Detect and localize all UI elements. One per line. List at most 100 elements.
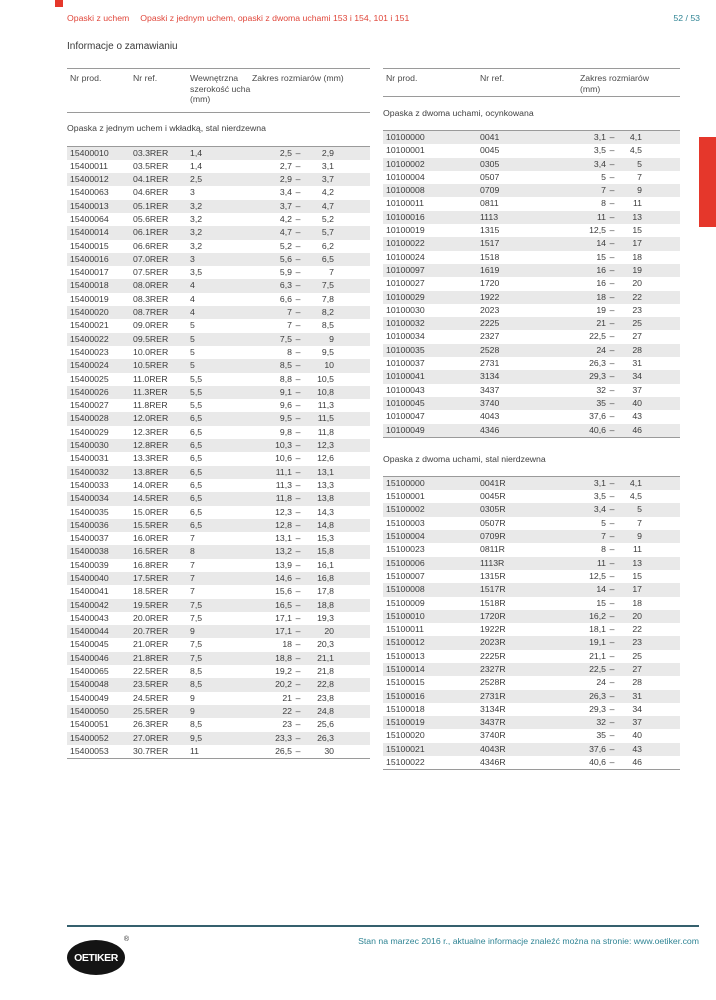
cell-nr-ref: 1113R — [480, 557, 505, 568]
cell-size-range: 11–13 — [596, 211, 642, 222]
cell-nr-ref: 14.0RER — [133, 479, 169, 490]
table-row: 15400020 08.7RER 4 7–8,2 — [67, 306, 370, 320]
cell-nr-ref: 17.5RER — [133, 573, 169, 583]
cell-nr-ref: 11.8RER — [133, 400, 168, 411]
cell-nr-ref: 25.5RER — [133, 705, 169, 716]
cell-nr-ref: 07.5RER — [133, 267, 169, 278]
cell-nr-ref: 4043 — [480, 411, 500, 422]
cell-nr-prod: 10100035 — [386, 344, 425, 355]
cell-size-range: 3,5–4,5 — [593, 491, 642, 502]
cell-nr-ref: 16.0RER — [133, 533, 169, 544]
content-columns: Nr prod. Nr ref. Wewnętrzna szerokość uc… — [67, 68, 680, 771]
oetiker-logo: OETIKER ® — [67, 936, 129, 975]
cell-ear-width: 4 — [190, 280, 195, 291]
cell-nr-ref: 3740R — [480, 730, 506, 741]
cell-size-range: 16,2–20 — [589, 610, 642, 621]
cell-nr-ref: 15.0RER — [133, 506, 169, 517]
cell-size-range: 8–11 — [601, 544, 642, 555]
cell-size-range: 11,3–13,3 — [275, 479, 334, 490]
cell-nr-ref: 3437 — [480, 384, 500, 395]
cell-size-range: 18,8–21,1 — [275, 652, 334, 663]
cell-size-range: 3,5–4,5 — [593, 145, 642, 156]
cell-nr-prod: 10100043 — [386, 384, 425, 395]
cell-size-range: 8,8–10,5 — [279, 373, 334, 384]
cell-size-range: 7–8,2 — [287, 307, 334, 318]
cell-nr-prod: 15400038 — [70, 546, 109, 557]
cell-nr-ref: 1619 — [480, 264, 500, 275]
cell-size-range: 9,8–11,8 — [279, 426, 334, 437]
table-row: 15100015 2528R 24–28 — [383, 676, 680, 689]
cell-nr-prod: 15400049 — [70, 692, 109, 703]
table-row: 15400050 25.5RER 9 22–24,8 — [67, 704, 370, 719]
table-row: 15400045 21.0RER 7,5 18–20,3 — [67, 638, 370, 651]
cell-nr-prod: 15400036 — [70, 519, 109, 530]
table-row: 10100034 2327 22,5–27 — [383, 330, 680, 343]
cell-ear-width: 6,5 — [190, 479, 203, 490]
cell-nr-ref: 03.3RER — [133, 147, 169, 158]
cell-size-range: 35–40 — [596, 397, 642, 408]
cell-nr-ref: 0041R — [480, 477, 506, 488]
cell-ear-width: 1,4 — [190, 160, 203, 171]
cell-nr-prod: 10100097 — [386, 264, 425, 275]
table-row: 10100030 2023 19–23 — [383, 304, 680, 317]
cell-size-range: 9,5–11,5 — [279, 413, 334, 424]
cell-size-range: 37,6–43 — [589, 743, 642, 754]
cell-nr-prod: 15400045 — [70, 639, 109, 650]
table-row: 15400011 03.5RER 1,4 2,7–3,1 — [67, 160, 370, 173]
cell-nr-ref: 06.6RER — [133, 240, 169, 251]
cell-nr-ref: 1720 — [480, 278, 500, 289]
footer-note: Stan na marzec 2016 r., aktualne informa… — [358, 936, 699, 946]
cell-nr-prod: 15400016 — [70, 253, 109, 264]
cell-nr-ref: 1113 — [480, 211, 499, 222]
cell-size-range: 7–8,5 — [287, 320, 334, 331]
column-header-size-range: Zakres rozmiarów (mm) — [580, 73, 650, 94]
table-row: 10100047 4043 37,6–43 — [383, 410, 680, 423]
cell-nr-ref: 2225R — [480, 650, 506, 661]
cell-ear-width: 5 — [190, 346, 195, 357]
table-row: 15400027 11.8RER 5,5 9,6–11,3 — [67, 399, 370, 412]
cell-nr-prod: 15400064 — [70, 213, 109, 224]
table-row: 15400010 03.3RER 1,4 2,5–2,9 — [67, 146, 370, 160]
table-row: 15400026 11.3RER 5,5 9,1–10,8 — [67, 385, 370, 400]
table-row: 15100008 1517R 14–17 — [383, 583, 680, 597]
cell-ear-width: 3,5 — [190, 267, 203, 278]
column-header-nr-prod: Nr prod. — [70, 73, 102, 83]
cell-size-range: 3,1–4,1 — [593, 132, 642, 142]
table-row: 15100020 3740R 35–40 — [383, 729, 680, 742]
cell-size-range: 21,1–25 — [589, 650, 642, 661]
cell-size-range: 15–18 — [596, 251, 642, 262]
cell-nr-prod: 15100014 — [386, 663, 425, 674]
table-row: 15100004 0709R 7–9 — [383, 530, 680, 544]
cell-nr-ref: 0041 — [480, 132, 500, 142]
cell-size-range: 4,7–5,7 — [279, 227, 334, 238]
cell-nr-ref: 2528R — [480, 677, 506, 688]
table-row: 10100016 1113 11–13 — [383, 210, 680, 225]
cell-nr-prod: 15400010 — [70, 147, 109, 158]
cell-size-range: 21–25 — [596, 318, 642, 329]
table-row: 10100049 4346 40,6–46 — [383, 423, 680, 437]
cell-size-range: 32–37 — [596, 717, 642, 728]
cell-nr-ref: 16.5RER — [133, 546, 169, 557]
cell-ear-width: 2,5 — [190, 174, 203, 185]
table-row: 10100027 1720 16–20 — [383, 277, 680, 290]
cell-nr-prod: 15400013 — [70, 200, 109, 211]
cell-nr-prod: 15400046 — [70, 652, 109, 663]
cell-nr-prod: 15100018 — [386, 703, 425, 714]
cell-nr-prod: 15400034 — [70, 493, 109, 504]
cell-nr-ref: 3740 — [480, 397, 500, 408]
cell-size-range: 40,6–46 — [589, 757, 642, 768]
table-row: 10100045 3740 35–40 — [383, 396, 680, 411]
table-row: 15100019 3437R 32–37 — [383, 716, 680, 730]
cell-size-range: 10,6–12,6 — [275, 453, 334, 464]
cell-size-range: 17,1–20 — [275, 626, 334, 637]
table-row: 15100006 1113R 11–13 — [383, 556, 680, 570]
cell-ear-width: 8,5 — [190, 679, 203, 690]
table-row: 15400041 18.5RER 7 15,6–17,8 — [67, 585, 370, 598]
cell-nr-ref: 1720R — [480, 610, 506, 621]
cell-nr-prod: 15100013 — [386, 650, 425, 661]
cell-nr-ref: 26.3RER — [133, 719, 169, 730]
cell-nr-ref: 30.7RER — [133, 745, 169, 756]
cell-nr-ref: 2023 — [480, 304, 500, 315]
cell-nr-prod: 10100029 — [386, 291, 425, 302]
cell-nr-prod: 15100001 — [386, 491, 425, 502]
